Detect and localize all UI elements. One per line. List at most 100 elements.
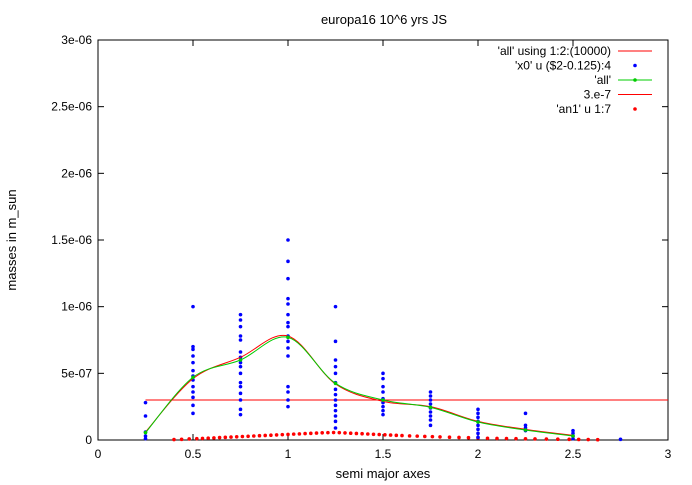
data-point bbox=[485, 436, 490, 441]
data-point bbox=[571, 431, 575, 436]
data-point bbox=[428, 414, 433, 418]
data-point bbox=[495, 436, 499, 441]
y-tick-label: 5e-07 bbox=[61, 366, 92, 380]
data-point bbox=[280, 432, 285, 437]
data-point bbox=[191, 360, 195, 365]
data-point bbox=[286, 390, 290, 394]
data-point bbox=[238, 324, 243, 329]
data-point bbox=[238, 364, 243, 369]
data-point bbox=[415, 434, 420, 438]
data-point bbox=[257, 433, 262, 438]
data-point bbox=[514, 436, 518, 441]
data-point bbox=[238, 391, 243, 396]
data-point bbox=[381, 371, 385, 376]
legend-marker bbox=[633, 63, 637, 68]
data-point bbox=[428, 390, 433, 394]
data-point bbox=[172, 437, 176, 442]
data-point bbox=[438, 435, 442, 439]
data-point bbox=[571, 434, 575, 438]
data-point bbox=[576, 437, 581, 442]
data-point bbox=[333, 403, 338, 408]
data-point bbox=[556, 437, 560, 442]
data-point bbox=[333, 419, 338, 424]
data-point bbox=[246, 434, 250, 439]
legend: 'all' using 1:2:(10000)'x0' u ($2-0.125)… bbox=[498, 44, 652, 116]
data-point bbox=[238, 398, 243, 402]
y-axis-ticks: 0 5e-07 1e-06 1.5e-06 2e-06 2.5e-06 3e-06 bbox=[51, 33, 668, 447]
data-point bbox=[571, 428, 575, 433]
data-point bbox=[240, 434, 245, 439]
data-point bbox=[544, 437, 549, 441]
data-point bbox=[337, 430, 342, 435]
data-point bbox=[333, 371, 338, 376]
data-point bbox=[314, 431, 319, 435]
legend-label: 'x0' u ($2-0.125):4 bbox=[515, 59, 611, 73]
data-point bbox=[191, 395, 195, 400]
data-point bbox=[366, 432, 370, 436]
data-point bbox=[238, 360, 243, 365]
data-point bbox=[191, 347, 195, 352]
legend-label: 'all' bbox=[594, 73, 611, 87]
data-point bbox=[377, 432, 382, 437]
data-point bbox=[567, 437, 571, 442]
data-point bbox=[466, 435, 471, 440]
x-tick-label: 2 bbox=[475, 447, 482, 461]
data-point bbox=[476, 411, 480, 416]
data-point bbox=[286, 302, 290, 306]
data-point bbox=[206, 436, 210, 440]
data-point bbox=[191, 390, 195, 394]
series-line bbox=[145, 334, 574, 436]
data-point bbox=[191, 403, 195, 408]
data-point bbox=[274, 433, 279, 437]
data-point bbox=[333, 398, 338, 402]
data-point bbox=[238, 384, 243, 389]
data-point bbox=[388, 433, 393, 437]
data-point bbox=[238, 412, 243, 417]
data-point bbox=[331, 430, 336, 435]
x-tick-label: 0.5 bbox=[185, 447, 202, 461]
data-point bbox=[286, 324, 290, 329]
data-point bbox=[187, 437, 191, 441]
x-tick-label: 1.5 bbox=[375, 447, 392, 461]
data-point bbox=[381, 398, 385, 402]
data-point bbox=[238, 338, 243, 342]
data-point bbox=[286, 354, 290, 358]
legend-label: 'an1' u 1:7 bbox=[556, 102, 611, 116]
data-point bbox=[191, 375, 195, 380]
data-point bbox=[286, 346, 290, 350]
legend-marker bbox=[633, 107, 637, 111]
x-tick-label: 2.5 bbox=[565, 447, 582, 461]
data-point bbox=[238, 371, 243, 376]
data-point bbox=[217, 435, 222, 440]
data-point bbox=[533, 437, 537, 441]
data-point bbox=[238, 318, 243, 322]
x-tick-label: 1 bbox=[285, 447, 292, 461]
data-point bbox=[286, 296, 290, 301]
data-point bbox=[333, 304, 338, 309]
data-point bbox=[476, 407, 480, 412]
data-point bbox=[195, 436, 199, 441]
data-point bbox=[381, 404, 385, 409]
data-point bbox=[320, 431, 325, 435]
data-point bbox=[179, 437, 184, 442]
data-point bbox=[191, 384, 195, 389]
data-point bbox=[238, 312, 243, 317]
data-point bbox=[191, 368, 195, 373]
data-point bbox=[286, 312, 290, 317]
data-point bbox=[252, 434, 256, 438]
data-point bbox=[394, 433, 399, 438]
data-point bbox=[309, 431, 313, 436]
data-point bbox=[286, 238, 290, 242]
data-point bbox=[428, 423, 433, 428]
y-axis-label: masses in m_sun bbox=[4, 189, 19, 290]
data-point bbox=[430, 434, 435, 439]
data-point bbox=[586, 437, 590, 442]
data-point bbox=[381, 384, 385, 389]
data-point bbox=[286, 335, 290, 340]
data-point bbox=[400, 433, 404, 438]
data-point bbox=[286, 259, 290, 264]
data-point bbox=[476, 435, 480, 440]
data-point bbox=[229, 435, 233, 439]
data-point bbox=[428, 394, 433, 398]
